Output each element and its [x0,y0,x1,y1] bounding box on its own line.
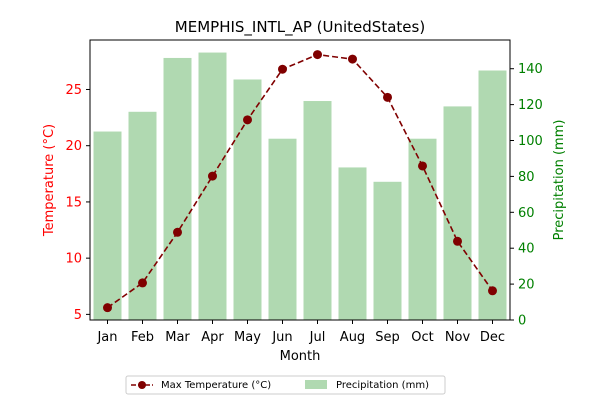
temp-point-may [243,115,252,125]
temp-point-apr [208,171,217,181]
temp-point-nov [453,236,462,246]
precip-bar-aug [338,167,367,320]
right-tick-label: 60 [518,206,535,221]
temperature-series-line [107,53,494,309]
legend-frame [125,375,446,395]
x-tick-label: Jan [96,330,117,345]
chart-title: MEMPHIS_INTL_AP (UnitedStates) [175,18,425,37]
legend-label-temperature: Max Temperature (°C) [161,380,271,391]
left-axis-ticks: 5 10 15 20 25 [65,83,90,323]
precip-bar-nov [443,106,472,321]
temp-point-jan [103,303,112,313]
right-tick-label: 120 [518,98,543,113]
x-tick-label: Apr [201,330,224,345]
precip-bar-jan [93,131,122,320]
x-axis-ticks: Jan Feb Mar Apr May Jun Jul Aug Sep Oct Nov Dec [96,320,505,345]
temp-point-sep [383,92,392,102]
precip-bar-apr [198,52,227,321]
temp-point-jun [278,64,287,74]
temp-point-feb [138,278,147,288]
x-tick-label: Feb [131,330,154,345]
legend-label-precipitation: Precipitation (mm) [336,380,429,391]
temp-point-aug [348,54,357,64]
legend-bar-swatch [305,380,327,389]
left-tick-label: 15 [65,195,82,210]
x-tick-label: Aug [340,330,365,345]
x-tick-label: Jun [271,330,292,345]
legend-line-marker [138,381,146,389]
precip-bar-dec [478,70,507,320]
x-tick-label: Jul [309,330,326,345]
right-tick-label: 0 [518,314,526,329]
right-axis-ticks: 0 20 40 60 80 100 120 140 [510,62,543,329]
x-tick-label: Sep [375,330,400,345]
temp-point-jul [313,50,322,60]
left-axis-label: Temperature (°C) [42,124,57,237]
right-tick-label: 20 [518,278,535,293]
x-tick-label: May [234,330,261,345]
precip-bar-mar [163,57,192,320]
legend: Max Temperature (°C) Precipitation (mm) [125,375,446,395]
right-tick-label: 80 [518,170,535,185]
left-tick-label: 25 [65,83,82,98]
temp-point-oct [418,161,427,171]
x-tick-label: Oct [411,330,433,345]
temp-point-dec [488,286,497,296]
precipitation-bars [93,52,507,321]
right-tick-label: 100 [518,134,543,149]
precip-bar-jun [268,138,297,320]
plot-frame [89,39,511,321]
x-tick-label: Mar [165,330,190,345]
precip-bar-sep [373,181,402,320]
temp-point-mar [173,227,182,237]
left-tick-label: 10 [65,252,82,267]
x-tick-label: Nov [445,330,471,345]
precip-bar-feb [128,111,157,321]
precip-bar-jul [303,101,332,321]
x-axis-label: Month [280,349,321,364]
right-tick-label: 40 [518,242,535,257]
right-axis-label: Precipitation (mm) [552,120,567,241]
right-tick-label: 140 [518,62,543,77]
left-tick-label: 5 [74,308,82,323]
left-tick-label: 20 [65,139,82,154]
x-tick-label: Dec [480,330,505,345]
temperature-line [103,50,497,313]
